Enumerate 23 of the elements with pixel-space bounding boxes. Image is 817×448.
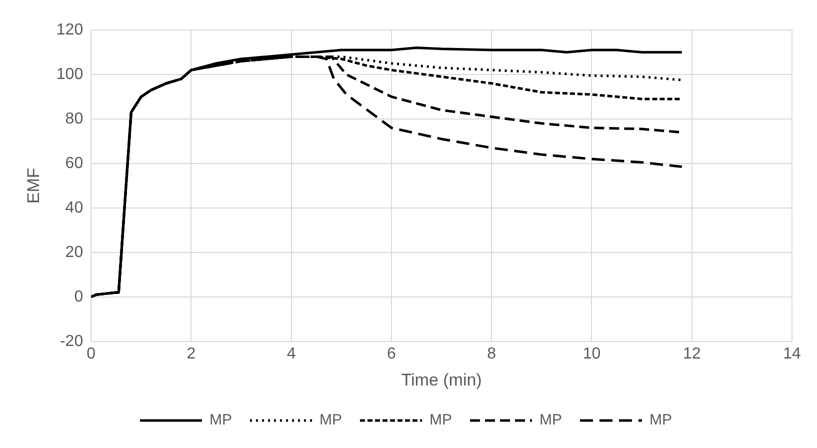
legend-label: MP [650,412,672,429]
x-tick-label: 12 [682,345,701,362]
y-tick-label: 0 [74,288,84,306]
legend-label: MP [430,412,452,429]
x-tick-label: 4 [286,345,296,362]
x-tick-label: 0 [86,345,96,362]
y-tick-label: 80 [65,110,84,128]
y-tick-label: 100 [56,66,84,83]
x-axis-title: Time (min) [401,370,482,390]
x-tick-label: 6 [387,345,396,362]
y-tick-label: 60 [65,154,84,172]
y-tick-label: 40 [65,199,84,216]
legend-label: MP [210,412,232,429]
x-tick-label: 8 [487,345,496,362]
legend-label: MP [320,412,342,429]
y-tick-label: 20 [65,244,84,261]
x-tick-label: 10 [582,345,601,362]
y-tick-label: -20 [60,332,84,350]
x-tick-label: 14 [783,345,801,362]
x-tick-label: 2 [186,345,196,362]
legend-label: MP [540,412,562,429]
y-tick-label: 120 [56,21,84,38]
y-axis-title: EMF [24,168,43,204]
